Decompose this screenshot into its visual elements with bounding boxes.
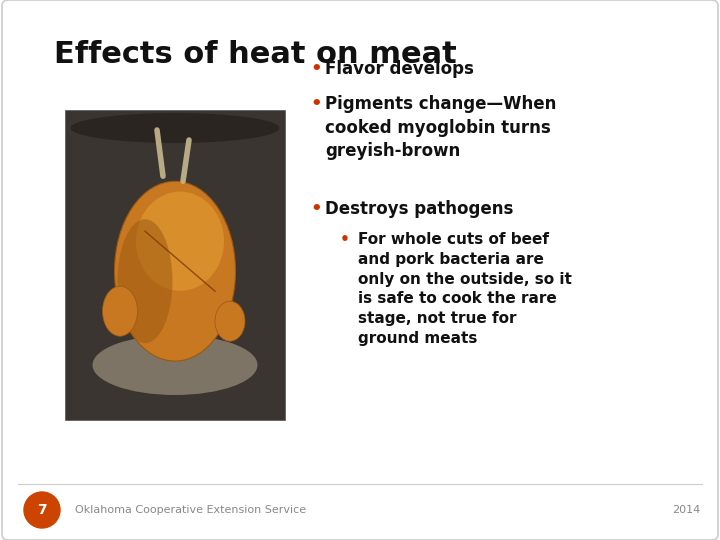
Text: 7: 7 — [37, 503, 47, 517]
Text: Oklahoma Cooperative Extension Service: Oklahoma Cooperative Extension Service — [75, 505, 306, 515]
Text: 2014: 2014 — [672, 505, 700, 515]
Ellipse shape — [102, 286, 138, 336]
Text: •: • — [310, 95, 322, 113]
Ellipse shape — [71, 113, 279, 143]
Ellipse shape — [114, 181, 235, 361]
Text: •: • — [310, 60, 322, 78]
Text: •: • — [340, 232, 350, 247]
Text: Effects of heat on meat: Effects of heat on meat — [54, 40, 456, 69]
Text: Flavor develops: Flavor develops — [325, 60, 474, 78]
Ellipse shape — [117, 219, 173, 343]
Circle shape — [24, 492, 60, 528]
Ellipse shape — [92, 335, 258, 395]
Ellipse shape — [136, 192, 224, 291]
Text: For whole cuts of beef
and pork bacteria are
only on the outside, so it
is safe : For whole cuts of beef and pork bacteria… — [358, 232, 572, 346]
Text: Pigments change—When
cooked myoglobin turns
greyish-brown: Pigments change—When cooked myoglobin tu… — [325, 95, 557, 160]
Bar — [65, 110, 285, 420]
Text: •: • — [310, 200, 322, 218]
Text: Destroys pathogens: Destroys pathogens — [325, 200, 513, 218]
Ellipse shape — [215, 301, 245, 341]
